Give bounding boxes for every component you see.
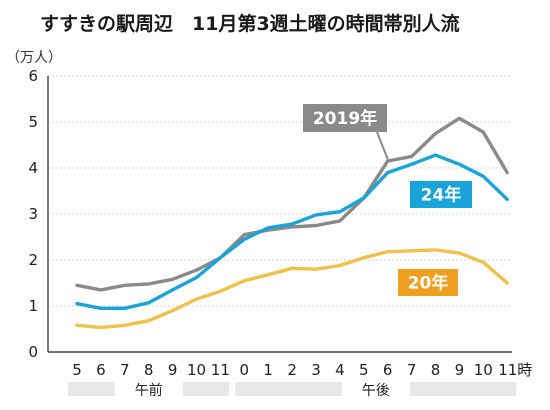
x-tick-8: 1 <box>263 361 273 379</box>
x-tick-0: 5 <box>72 361 82 379</box>
x-tick-9: 2 <box>287 361 297 379</box>
x-tick-17: 10 <box>474 361 493 379</box>
y-axis-unit: （万人） <box>6 50 62 66</box>
x-tick-13: 6 <box>383 361 393 379</box>
y-tick-0: 0 <box>28 343 38 361</box>
period-labels: 午前 午後 <box>68 382 517 399</box>
x-tick-14: 7 <box>407 361 417 379</box>
series-label-box-1 <box>410 181 472 208</box>
x-tick-7: 0 <box>240 361 250 379</box>
period-label-0: 午前 <box>135 382 163 399</box>
y-tick-5: 5 <box>28 113 38 131</box>
x-tick-6: 11 <box>211 361 230 379</box>
series-line-0 <box>75 116 509 292</box>
period-bar-left-1 <box>235 382 342 396</box>
x-tick-12: 5 <box>359 361 369 379</box>
grid-lines <box>48 75 512 307</box>
x-tick-5: 10 <box>187 361 206 379</box>
x-tick-16: 9 <box>455 361 465 379</box>
y-tick-2: 2 <box>28 251 38 269</box>
y-tick-4: 4 <box>28 159 38 177</box>
chart-title: すすきの駅周辺 11月第3週土曜の時間帯別人流 <box>40 12 460 35</box>
x-tick-15: 8 <box>431 361 441 379</box>
period-bar-right-1 <box>409 382 517 396</box>
series-label-0: 2019年 <box>313 108 377 129</box>
period-bar-left-0 <box>68 382 115 396</box>
series-lines <box>75 116 509 330</box>
period-bar-right-0 <box>182 382 230 396</box>
x-tick-labels: 5 6 7 8 9 10 11 0 1 2 3 4 5 6 7 8 9 10 11時 <box>72 361 532 379</box>
x-tick-2: 7 <box>120 361 130 379</box>
period-label-1: 午後 <box>362 383 390 399</box>
series-label-box-2 <box>398 269 458 296</box>
series-label-pointer-0 <box>376 131 389 160</box>
series-label-2: 20年 <box>408 273 449 294</box>
x-tick-1: 6 <box>96 361 106 379</box>
x-tick-10: 3 <box>311 361 321 379</box>
series-line-1 <box>75 153 509 310</box>
axes <box>47 76 512 353</box>
x-tick-3: 8 <box>144 361 154 379</box>
x-tick-18: 11時 <box>498 361 532 379</box>
y-tick-1: 1 <box>28 297 38 315</box>
series-label-1: 24年 <box>421 185 462 206</box>
series-labels: 2019年 24年 20年 <box>303 104 472 296</box>
y-tick-labels: 0 1 2 3 4 5 6 <box>28 67 38 361</box>
x-tick-4: 9 <box>168 361 178 379</box>
series-label-box-0 <box>303 104 387 132</box>
y-tick-6: 6 <box>28 67 38 85</box>
series-line-2 <box>75 248 509 330</box>
y-tick-3: 3 <box>28 205 38 223</box>
x-tick-11: 4 <box>335 361 345 379</box>
